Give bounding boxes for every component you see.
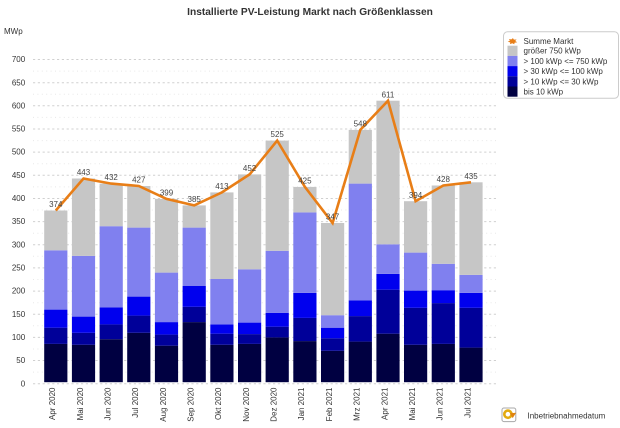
svg-text:200: 200 xyxy=(12,287,26,296)
svg-text:550: 550 xyxy=(12,125,26,134)
svg-text:Sep 2020: Sep 2020 xyxy=(187,387,196,422)
svg-text:611: 611 xyxy=(382,90,395,99)
svg-text:385: 385 xyxy=(188,195,202,204)
svg-text:700: 700 xyxy=(12,55,26,64)
svg-text:> 100 kWp <= 750 kWp: > 100 kWp <= 750 kWp xyxy=(524,57,608,66)
svg-text:525: 525 xyxy=(271,130,285,139)
svg-text:150: 150 xyxy=(12,310,26,319)
svg-text:50: 50 xyxy=(16,356,25,365)
svg-text:bis 10 kWp: bis 10 kWp xyxy=(524,88,564,97)
svg-text:650: 650 xyxy=(12,78,26,87)
svg-text:432: 432 xyxy=(105,173,119,182)
svg-text:Jan 2021: Jan 2021 xyxy=(297,387,306,420)
svg-text:374: 374 xyxy=(49,200,63,209)
svg-text:Jun 2020: Jun 2020 xyxy=(104,387,113,420)
svg-text:427: 427 xyxy=(132,176,146,185)
svg-text:Nov 2020: Nov 2020 xyxy=(242,387,251,422)
svg-text:347: 347 xyxy=(326,213,340,222)
svg-text:100: 100 xyxy=(12,333,26,342)
svg-text:500: 500 xyxy=(12,148,26,157)
svg-text:Feb 2021: Feb 2021 xyxy=(325,387,334,421)
svg-text:Installierte PV-Leistung Markt: Installierte PV-Leistung Markt nach Größ… xyxy=(187,7,433,18)
svg-text:600: 600 xyxy=(12,101,26,110)
svg-text:394: 394 xyxy=(409,191,423,200)
svg-text:399: 399 xyxy=(160,189,174,198)
svg-text:435: 435 xyxy=(464,172,478,181)
svg-text:> 10 kWp <= 30 kWp: > 10 kWp <= 30 kWp xyxy=(524,77,599,86)
svg-text:Jul 2021: Jul 2021 xyxy=(463,387,472,418)
svg-text:Apr 2020: Apr 2020 xyxy=(48,387,57,420)
svg-text:MWp: MWp xyxy=(4,27,23,36)
svg-text:Okt 2020: Okt 2020 xyxy=(214,387,223,420)
svg-text:Dez 2020: Dez 2020 xyxy=(270,387,279,422)
svg-text:Jun 2021: Jun 2021 xyxy=(436,387,445,420)
svg-text:400: 400 xyxy=(12,194,26,203)
svg-text:428: 428 xyxy=(437,175,451,184)
svg-text:250: 250 xyxy=(12,264,26,273)
svg-text:größer 750 kWp: größer 750 kWp xyxy=(524,47,582,56)
svg-text:413: 413 xyxy=(215,182,229,191)
svg-text:548: 548 xyxy=(354,120,368,129)
svg-text:Jul 2020: Jul 2020 xyxy=(131,387,140,418)
svg-text:450: 450 xyxy=(12,171,26,180)
svg-text:Apr 2021: Apr 2021 xyxy=(380,387,389,420)
svg-text:443: 443 xyxy=(77,168,91,177)
svg-text:> 30 kWp <= 100 kWp: > 30 kWp <= 100 kWp xyxy=(524,67,604,76)
svg-text:350: 350 xyxy=(12,217,26,226)
svg-text:0: 0 xyxy=(21,379,26,388)
svg-text:Mai 2020: Mai 2020 xyxy=(76,387,85,420)
svg-text:452: 452 xyxy=(243,164,257,173)
svg-text:Aug 2020: Aug 2020 xyxy=(159,387,168,422)
svg-text:Mrz 2021: Mrz 2021 xyxy=(353,387,362,421)
svg-text:425: 425 xyxy=(298,177,312,186)
svg-text:Summe Markt: Summe Markt xyxy=(524,37,575,46)
svg-text:300: 300 xyxy=(12,240,26,249)
svg-text:Mai 2021: Mai 2021 xyxy=(408,387,417,420)
svg-text:Inbetriebnahmedatum: Inbetriebnahmedatum xyxy=(528,412,606,421)
